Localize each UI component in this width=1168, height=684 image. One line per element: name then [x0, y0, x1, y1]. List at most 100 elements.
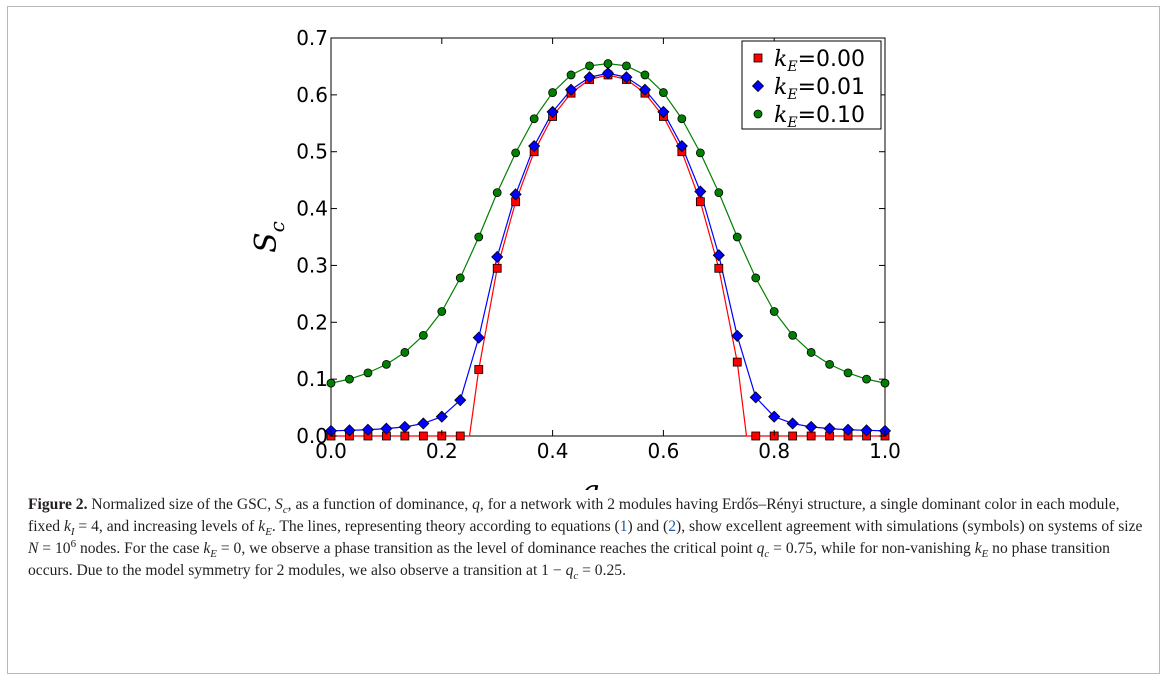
caption-segment: c — [573, 570, 579, 583]
svg-text:Sc: Sc — [249, 221, 289, 253]
y-axis-label: Sc — [249, 221, 289, 253]
caption-segment: = 0.75, while for non-vanishing — [769, 540, 975, 557]
data-point-series-2 — [694, 185, 707, 198]
data-point-series-3 — [640, 70, 650, 80]
data-point-series-2 — [528, 139, 541, 153]
data-point-series-1 — [418, 431, 428, 441]
axis-ticks: 0.0 0.2 0.4 0.6 0.8 1.0 0.0 0.1 0.2 0.3 0.4 0.5 0.6 0… — [296, 26, 901, 463]
caption-segment: c — [764, 548, 770, 561]
figure-frame — [7, 6, 1160, 674]
data-point-series-2 — [712, 249, 725, 262]
caption-segment: I — [70, 526, 75, 539]
x-tick-label: 0.0 — [315, 439, 347, 463]
caption-segment: c — [282, 504, 288, 517]
legend-label-3: kE=0.10 — [774, 103, 865, 131]
legend-label-2: kE=0.01 — [774, 75, 865, 103]
caption-segment: q — [472, 496, 480, 513]
caption-segment: , as a function of dominance, — [287, 496, 473, 513]
data-point-series-1 — [400, 431, 410, 441]
data-point-series-1 — [492, 263, 502, 273]
data-point-series-2 — [749, 391, 762, 404]
caption-segment: , for a network with 2 modules having Er… — [28, 496, 1120, 535]
data-point-series-2 — [509, 188, 522, 201]
data-point-series-3 — [659, 88, 668, 97]
caption-segment: Normalized size of the GSC, — [91, 496, 276, 513]
caption-segment: S — [275, 496, 283, 513]
caption-segment: 1 — [619, 518, 628, 535]
data-point-series-1 — [474, 365, 484, 374]
caption-segment: E — [210, 548, 217, 561]
data-point-series-2 — [472, 331, 485, 344]
data-point-series-2 — [675, 139, 688, 153]
data-point-series-2 — [620, 71, 633, 84]
data-point-series-1 — [455, 431, 465, 441]
data-point-series-2 — [583, 71, 596, 84]
caption-segment: E — [981, 548, 989, 561]
data-point-series-3 — [695, 148, 705, 158]
data-point-series-3 — [732, 232, 742, 242]
y-tick-label: 0.5 — [296, 140, 328, 164]
data-point-series-3 — [400, 348, 410, 357]
data-point-series-3 — [769, 307, 779, 316]
x-tick-label: 0.4 — [537, 439, 569, 463]
y-tick-label: 0.6 — [296, 83, 328, 107]
caption-segment: q — [756, 540, 765, 557]
data-point-series-2 — [786, 417, 799, 430]
y-tick-label: 0.2 — [296, 310, 328, 334]
x-axis-label: q — [580, 474, 599, 490]
data-point-series-3 — [455, 273, 465, 283]
y-tick-label: 0.4 — [296, 197, 328, 221]
caption-segment: ), show excellent agreement with simulat… — [676, 518, 1143, 535]
y-axis-label-main: S — [249, 232, 284, 253]
data-point-series-2 — [805, 420, 818, 433]
data-point-series-2 — [380, 422, 393, 435]
data-point-series-2 — [546, 105, 559, 118]
data-point-series-3 — [529, 114, 539, 124]
data-point-series-1 — [732, 357, 742, 367]
data-point-series-2 — [601, 67, 615, 80]
caption-segment: k — [63, 518, 71, 535]
data-point-series-3 — [566, 70, 576, 80]
data-point-series-3 — [862, 374, 871, 384]
data-point-series-3 — [492, 188, 502, 198]
data-point-series-2 — [491, 250, 504, 263]
data-point-series-2 — [638, 83, 652, 96]
caption-label: Figure 2. — [28, 496, 88, 513]
x-tick-label: 0.6 — [647, 439, 679, 463]
simulation-markers — [324, 59, 892, 441]
data-point-series-2 — [841, 423, 855, 436]
caption-segment: = 0.25. — [578, 562, 626, 579]
data-point-series-3 — [585, 61, 594, 71]
data-point-series-3 — [825, 359, 834, 369]
plot-area — [330, 37, 886, 437]
chart: 0.0 0.2 0.4 0.6 0.8 1.0 0.0 0.1 0.2 0.3 0.4 0.5 0.6 0… — [249, 26, 901, 490]
caption-segment: = 4, and increasing levels of — [74, 518, 259, 535]
data-point-series-3 — [548, 88, 557, 97]
legend-marker-2 — [751, 79, 765, 93]
data-point-series-3 — [880, 378, 890, 388]
data-point-series-2 — [657, 105, 670, 118]
y-tick-label: 0.7 — [296, 26, 328, 50]
data-point-series-2 — [435, 410, 448, 423]
data-point-series-1 — [714, 263, 724, 273]
x-tick-label: 0.2 — [426, 439, 458, 463]
y-tick-label: 0.0 — [296, 424, 328, 448]
legend-label-1: kE=0.00 — [774, 47, 865, 75]
y-tick-label: 0.1 — [296, 367, 328, 391]
data-point-series-1 — [751, 431, 761, 441]
caption-segment: nodes. For the case — [76, 540, 204, 557]
legend-marker-1 — [753, 53, 763, 63]
data-point-series-3 — [474, 232, 484, 242]
data-point-series-3 — [843, 368, 853, 378]
y-axis-label-sub: c — [265, 221, 289, 232]
data-point-series-3 — [751, 273, 761, 283]
caption-segment: 6 — [70, 537, 77, 550]
data-point-series-2 — [361, 423, 375, 436]
data-point-series-3 — [788, 330, 798, 340]
caption-segment: N — [28, 540, 39, 557]
data-point-series-3 — [603, 59, 613, 68]
legend-box — [741, 40, 882, 130]
caption-segment: . The lines, representing theory accordi… — [271, 518, 620, 535]
data-point-series-2 — [564, 83, 578, 96]
